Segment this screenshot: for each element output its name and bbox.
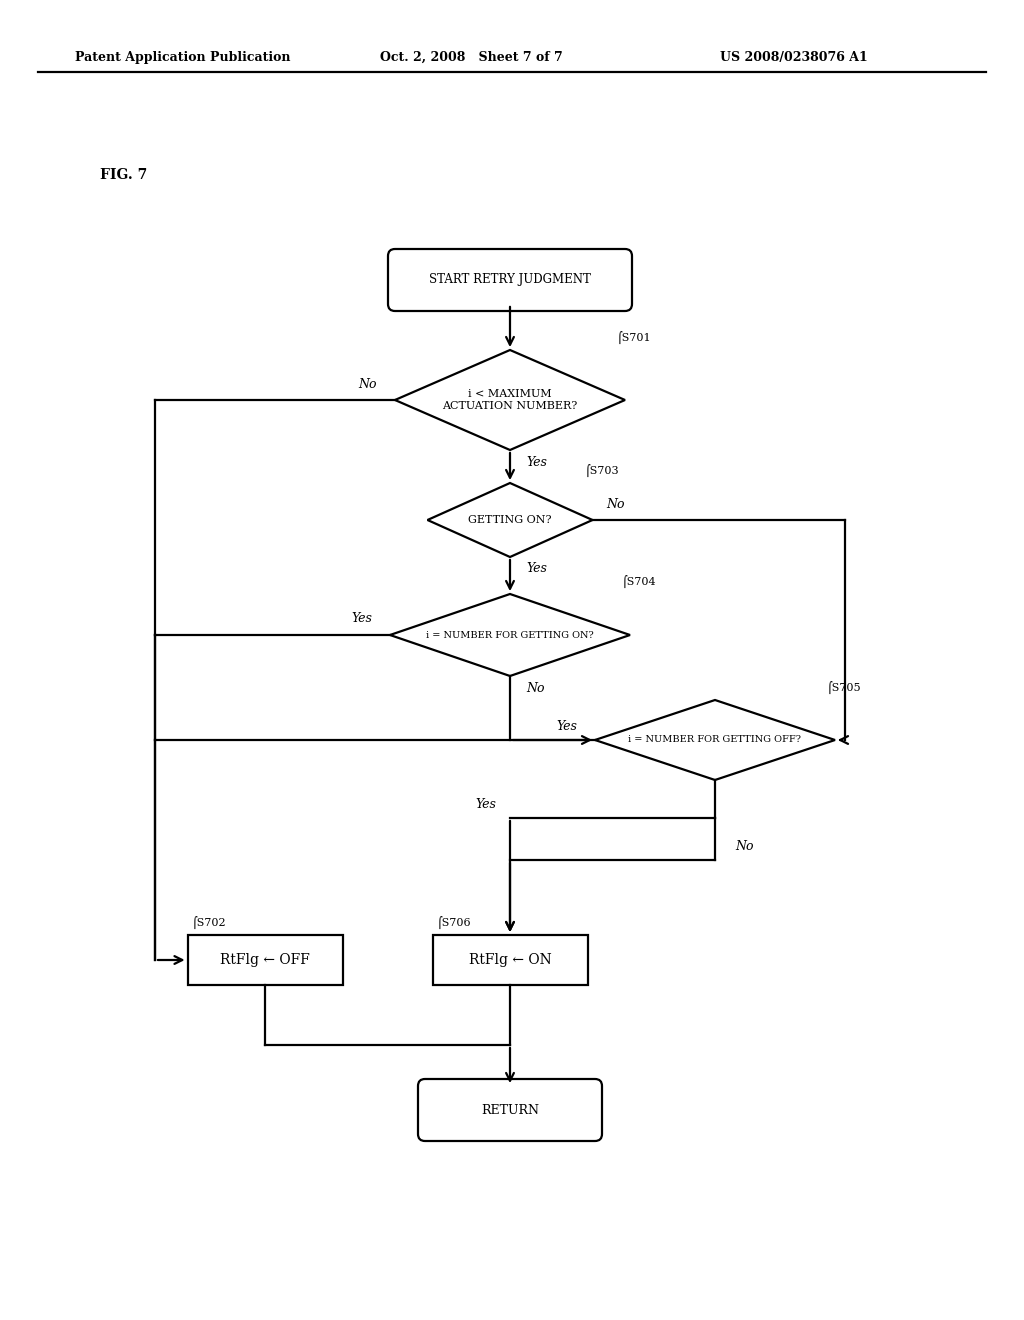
Text: i = NUMBER FOR GETTING ON?: i = NUMBER FOR GETTING ON?: [426, 631, 594, 639]
Text: ⌠S706: ⌠S706: [436, 916, 471, 929]
Text: i = NUMBER FOR GETTING OFF?: i = NUMBER FOR GETTING OFF?: [629, 735, 802, 744]
Text: ⌠S705: ⌠S705: [827, 681, 861, 694]
Text: No: No: [606, 498, 625, 511]
Text: US 2008/0238076 A1: US 2008/0238076 A1: [720, 50, 867, 63]
Polygon shape: [595, 700, 835, 780]
Text: i < MAXIMUM
ACTUATION NUMBER?: i < MAXIMUM ACTUATION NUMBER?: [442, 389, 578, 411]
Text: Yes: Yes: [526, 455, 547, 469]
Polygon shape: [395, 350, 625, 450]
Polygon shape: [390, 594, 630, 676]
Bar: [187, 935, 342, 985]
FancyBboxPatch shape: [418, 1078, 602, 1140]
Text: Yes: Yes: [475, 797, 496, 810]
Text: RtFlg ← OFF: RtFlg ← OFF: [220, 953, 310, 968]
Text: RETURN: RETURN: [481, 1104, 539, 1117]
Bar: [432, 935, 588, 985]
FancyBboxPatch shape: [388, 249, 632, 312]
Text: Yes: Yes: [557, 719, 578, 733]
Text: ⌠S701: ⌠S701: [617, 331, 651, 345]
Text: START RETRY JUDGMENT: START RETRY JUDGMENT: [429, 273, 591, 286]
Text: Yes: Yes: [526, 562, 547, 576]
Text: No: No: [357, 378, 376, 391]
Polygon shape: [427, 483, 593, 557]
Text: No: No: [526, 681, 545, 694]
Text: Patent Application Publication: Patent Application Publication: [75, 50, 291, 63]
Text: RtFlg ← ON: RtFlg ← ON: [469, 953, 551, 968]
Text: FIG. 7: FIG. 7: [100, 168, 147, 182]
Text: Yes: Yes: [351, 612, 373, 626]
Text: ⌠S703: ⌠S703: [585, 463, 620, 477]
Text: GETTING ON?: GETTING ON?: [468, 515, 552, 525]
Text: ⌠S704: ⌠S704: [622, 576, 656, 587]
Text: No: No: [735, 840, 754, 853]
Text: ⌠S702: ⌠S702: [191, 916, 226, 929]
Text: Oct. 2, 2008   Sheet 7 of 7: Oct. 2, 2008 Sheet 7 of 7: [380, 50, 563, 63]
